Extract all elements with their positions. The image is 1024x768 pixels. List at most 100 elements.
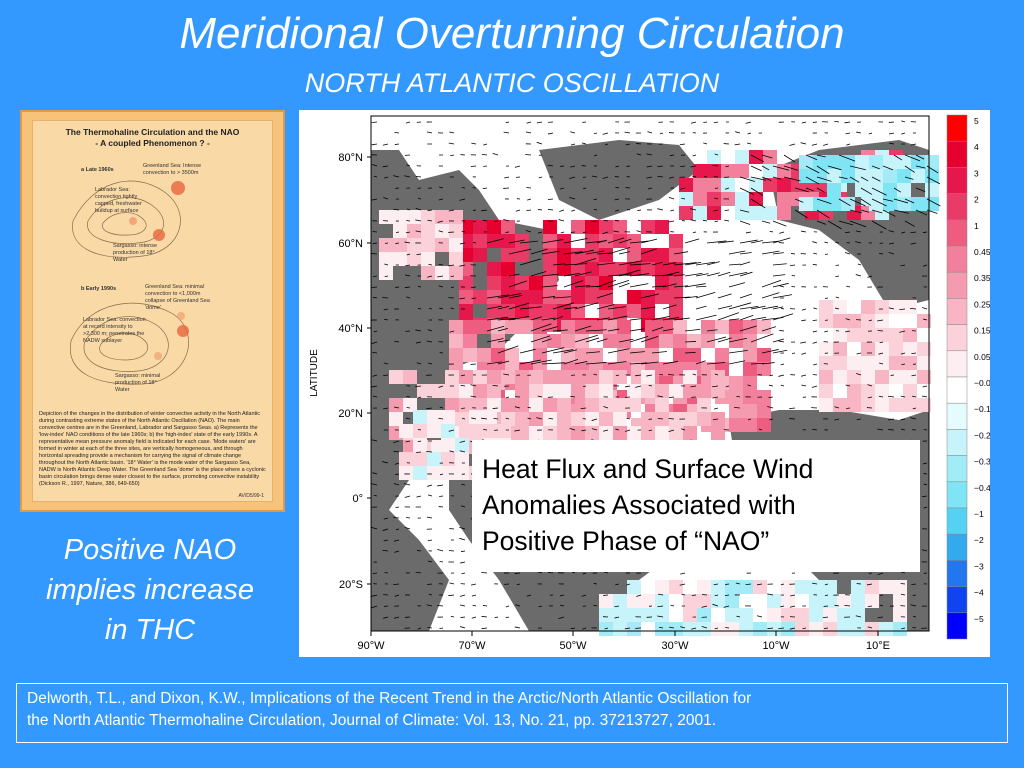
wind-arrow — [505, 616, 510, 619]
wind-arrow — [695, 261, 715, 266]
anomaly-cell — [851, 594, 865, 608]
wind-arrow — [372, 351, 378, 354]
wind-arrow — [717, 312, 739, 321]
wind-arrow — [844, 252, 851, 255]
wind-arrow — [772, 349, 788, 354]
anomaly-cell — [743, 334, 757, 348]
wind-arrow — [673, 285, 689, 288]
wind-arrow — [681, 593, 686, 596]
wind-arrow — [690, 219, 697, 222]
wind-arrow — [681, 197, 686, 200]
wind-arrow — [384, 275, 389, 278]
wind-arrow — [426, 516, 433, 519]
wind-arrow — [426, 604, 433, 607]
wind-arrow — [739, 209, 750, 213]
wind-arrow — [603, 571, 609, 574]
wind-arrow — [702, 594, 708, 596]
wind-arrow — [684, 328, 701, 332]
wind-arrow — [714, 407, 719, 410]
wind-arrow — [585, 362, 607, 365]
wind-arrow — [747, 132, 752, 135]
wind-arrow — [772, 274, 786, 277]
anomaly-cell — [449, 238, 463, 252]
poster-inner: The Thermohaline Circulation and the NAO… — [32, 120, 273, 502]
wind-arrow — [427, 219, 433, 222]
anomaly-cell — [743, 362, 757, 376]
anomaly-cell — [827, 155, 841, 169]
wind-arrow — [684, 261, 702, 266]
wind-arrow — [395, 473, 400, 475]
wind-arrow — [574, 302, 599, 310]
wind-arrow — [505, 396, 510, 399]
colorbar-label: −1 — [974, 509, 984, 519]
anomaly-cell — [879, 622, 893, 636]
anomaly-cell — [735, 150, 749, 164]
wind-arrow — [372, 296, 378, 299]
wind-arrow — [800, 142, 807, 145]
wind-arrow — [769, 418, 774, 421]
wind-arrow — [635, 374, 642, 377]
anomaly-cell — [505, 348, 519, 362]
anomaly-cell — [487, 370, 501, 384]
wind-arrow — [382, 143, 389, 146]
wind-arrow — [382, 461, 389, 464]
wind-arrow — [651, 316, 670, 321]
wind-arrow — [844, 121, 851, 124]
colorbar-swatch — [946, 612, 968, 640]
anomaly-cell — [543, 276, 557, 290]
wind-arrow — [680, 187, 686, 190]
wind-arrow — [525, 131, 532, 134]
anomaly-cell — [627, 398, 641, 412]
anomaly-cell — [627, 384, 641, 398]
wind-arrow — [481, 627, 488, 630]
anomaly-cell — [715, 348, 729, 362]
wind-arrow — [811, 385, 818, 388]
colorbar-label: −0.45 — [974, 483, 990, 493]
wind-arrow — [888, 230, 895, 233]
wind-arrow — [515, 209, 521, 212]
wind-arrow — [668, 176, 675, 179]
wind-arrow — [536, 121, 543, 124]
wind-arrow — [383, 197, 389, 200]
wind-arrow — [603, 219, 609, 222]
wind-arrow — [783, 176, 801, 182]
wind-arrow — [614, 198, 620, 201]
anomaly-cell — [795, 608, 809, 622]
wind-arrow — [812, 582, 818, 585]
lat-tick-label: 40°N — [338, 323, 363, 335]
wind-arrow — [437, 275, 444, 278]
wind-arrow — [816, 165, 830, 175]
anomaly-cell — [683, 370, 697, 384]
wind-arrow — [761, 220, 771, 224]
greenland-land — [539, 140, 699, 220]
wind-arrow — [538, 605, 543, 608]
wind-arrow — [691, 594, 697, 596]
heat-flux-map-panel: 80°N 60°N 40°N 20°N 0° 20°S 90°W 70°W 50°W 30°W 10… — [299, 110, 990, 657]
anomaly-cell — [515, 248, 529, 262]
wind-arrow — [459, 526, 466, 530]
wind-arrow — [593, 583, 598, 585]
wind-arrow — [823, 143, 829, 146]
wind-arrow — [591, 428, 598, 431]
wind-arrow — [372, 395, 378, 398]
anomaly-cell — [655, 384, 669, 398]
anomaly-cell — [441, 438, 455, 452]
wind-arrow — [449, 450, 455, 453]
anomaly-cell — [473, 248, 487, 262]
anomaly-cell — [659, 320, 673, 334]
anomaly-cell — [599, 370, 613, 384]
anomaly-cell — [459, 304, 473, 318]
anomaly-cell — [697, 384, 711, 398]
poster-title-line: The Thermohaline Circulation and the NAO — [65, 127, 240, 137]
wind-arrow — [382, 297, 389, 299]
wind-arrow — [371, 594, 378, 597]
anomaly-cell — [735, 206, 749, 220]
anomaly-cell — [473, 384, 487, 398]
poster-panel-b-greenland: Greenland Sea: minimal convection to <1,… — [145, 284, 210, 311]
wind-arrow — [878, 352, 884, 355]
wind-arrow — [505, 417, 510, 420]
anomaly-cell — [925, 183, 939, 197]
wind-arrow — [739, 239, 758, 244]
anomaly-cell — [861, 342, 875, 356]
anomaly-cell — [757, 404, 771, 418]
